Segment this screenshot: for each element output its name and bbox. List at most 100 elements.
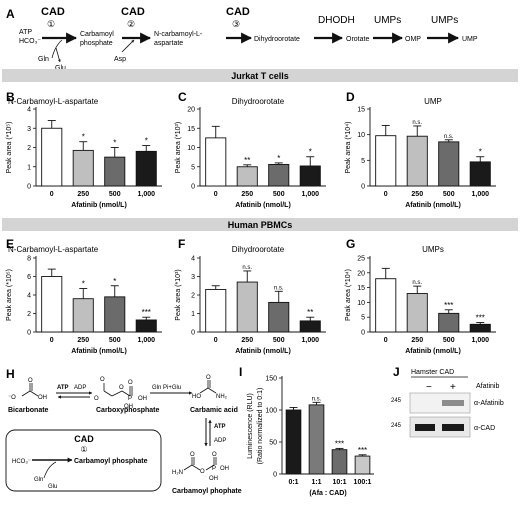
blot-label-afatinib: α-Afatinib: [474, 400, 504, 407]
box-gln-label: Gln: [34, 477, 43, 483]
chart-c-xlabel: Afatinib (nmol/L): [235, 202, 291, 209]
chart-c-category-label: 250: [241, 191, 253, 198]
chart-b-ytick-label: 0: [27, 184, 31, 191]
chart-d-bar: [438, 141, 460, 187]
chart-f-ytick-label: 4: [191, 256, 195, 263]
chart-i-category-label: 10:1: [332, 479, 346, 486]
chart-c-sig-label: **: [244, 156, 250, 165]
chart-d-bar: [406, 135, 428, 187]
chart-c-ytick-label: 15: [187, 126, 195, 133]
dihydroorotate-node: Dihydroorotate: [254, 36, 300, 43]
chart-c-bar: [268, 163, 290, 187]
chart-g-sig-label: ***: [476, 314, 485, 323]
chart-c-ytick-label: 10: [187, 145, 195, 152]
chart-e-sig-label: *: [113, 277, 116, 286]
chart-b-ylabel: Peak area (*10⁵): [6, 122, 13, 174]
blot-header: Hamster CAD: [411, 369, 454, 376]
carbamic-acid-structure: [199, 380, 217, 394]
carbamoyl-phosphate-1: Carbamoyl: [80, 31, 114, 38]
chart-f-sig-label: n.s.: [242, 265, 252, 271]
chart-i-xlabel: (Afa : CAD): [309, 490, 346, 497]
chart-e-ytick-label: 4: [27, 293, 31, 300]
label-glu: Glu: [55, 65, 66, 72]
blot-label-cad: α-CAD: [474, 425, 495, 432]
chart-i-ytick-label: 50: [269, 440, 277, 447]
cad-enzyme-2: CAD: [121, 6, 145, 18]
gln-glu-curve: [51, 39, 63, 59]
chart-c-title: Dihydroorotate: [232, 97, 285, 106]
chart-e-ytick-label: 0: [27, 330, 31, 337]
chart-d-ylabel: Peak area (*10⁴): [345, 121, 352, 173]
chart-g-ytick-label: 5: [361, 315, 365, 322]
chart-d-ytick-label: 5: [361, 158, 365, 165]
chart-g-ytick-label: 20: [357, 270, 365, 277]
cad-step-1: ①: [47, 19, 55, 29]
chart-d-sig-label: n.s.: [444, 134, 454, 140]
blot-afatinib-band: [442, 400, 464, 406]
blot-cad-band-1: [415, 424, 435, 431]
carboxy-o3: O: [119, 385, 124, 391]
chart-g-category-label: 500: [443, 337, 455, 344]
chart-b-sig-label: *: [145, 137, 148, 146]
panel-label-f: F: [178, 237, 185, 251]
chart-i-ylabel-2: (Ratio normalized to 0:1): [257, 388, 264, 465]
chart-f-bar: [299, 320, 321, 333]
box-gln-curve: [43, 461, 57, 479]
umps-enzyme-2: UMPs: [431, 15, 458, 26]
chart-d-title: UMP: [424, 97, 442, 106]
chart-i-bar: [354, 455, 371, 475]
chart-g-ytick-label: 10: [357, 300, 365, 307]
chart-i-bar: [331, 449, 348, 475]
chart-e-title: N-Carbamoyl-L-aspartate: [8, 245, 99, 254]
chart-d-sig-label: *: [479, 148, 482, 157]
chart-i-sig-label: n.s.: [312, 396, 322, 402]
cp-o2: O: [200, 469, 205, 475]
jurkat-band: [2, 69, 518, 82]
chart-i-sig-label: ***: [335, 439, 344, 448]
chart-e-sig-label: ***: [142, 308, 151, 317]
chart-d-bar: [375, 135, 397, 187]
cp-oh2: OH: [209, 476, 218, 482]
gln-pi-glu-label: Gln Pi+Glu: [152, 385, 181, 391]
pbmc-band: [2, 218, 518, 231]
chart-b-category-label: 0: [50, 191, 54, 198]
panel-label-c: C: [178, 90, 187, 104]
chart-b: B N-Carbamoyl-L-aspartate Peak area (*10⁵…: [6, 90, 162, 209]
chart-d-category-label: 250: [411, 191, 423, 198]
chart-f-bar: [268, 301, 290, 333]
carbamic-nh2: NH₂: [216, 394, 228, 400]
chart-b-bar: [41, 127, 63, 187]
bicarbonate-ominus: ⁻O: [8, 395, 16, 401]
panel-label-e: E: [6, 237, 14, 251]
carboxy-oh1: OH: [124, 404, 133, 410]
chart-e-bar: [41, 276, 63, 333]
asp-arrow: [121, 39, 135, 53]
chart-i-ytick-label: 150: [265, 376, 277, 383]
cp-h2n: H₂N: [172, 470, 183, 476]
chart-c-bar: [205, 137, 227, 187]
chart-g-xlabel: Afatinib (nmol/L): [405, 348, 461, 355]
input-atp: ATP: [19, 29, 32, 36]
chart-c-category-label: 0: [214, 191, 218, 198]
blot-minus: −: [426, 382, 432, 393]
chart-d-bar: [469, 161, 491, 187]
chart-f-ytick-label: 3: [191, 274, 195, 281]
chart-c-sig-label: *: [277, 154, 280, 163]
chart-e-xlabel: Afatinib (nmol/L): [71, 348, 127, 355]
chart-i-sig-label: ***: [358, 446, 367, 455]
chart-g-ytick-label: 25: [357, 256, 365, 263]
carbamoyl-phosphate-structure: [183, 457, 217, 471]
chart-d-xlabel: Afatinib (nmol/L): [405, 202, 461, 209]
cp-oh1: OH: [220, 466, 229, 472]
carboxy-o4: O: [128, 380, 133, 386]
chart-i-ylabel: Luminescence (RLU): [247, 393, 254, 459]
chart-d-sig-label: n.s.: [412, 120, 422, 126]
box-glu-label: Glu: [48, 484, 57, 490]
chart-i-category-label: 100:1: [354, 479, 372, 486]
chart-b-category-label: 500: [109, 191, 121, 198]
cp-o1: O: [190, 452, 195, 458]
chart-g-bar: [438, 312, 460, 333]
reaction-panel: H ⁻O O OH Bicarbonate ATP ADP O O O O P: [5, 367, 242, 495]
chart-f-title: Dihydroorotate: [232, 245, 285, 254]
